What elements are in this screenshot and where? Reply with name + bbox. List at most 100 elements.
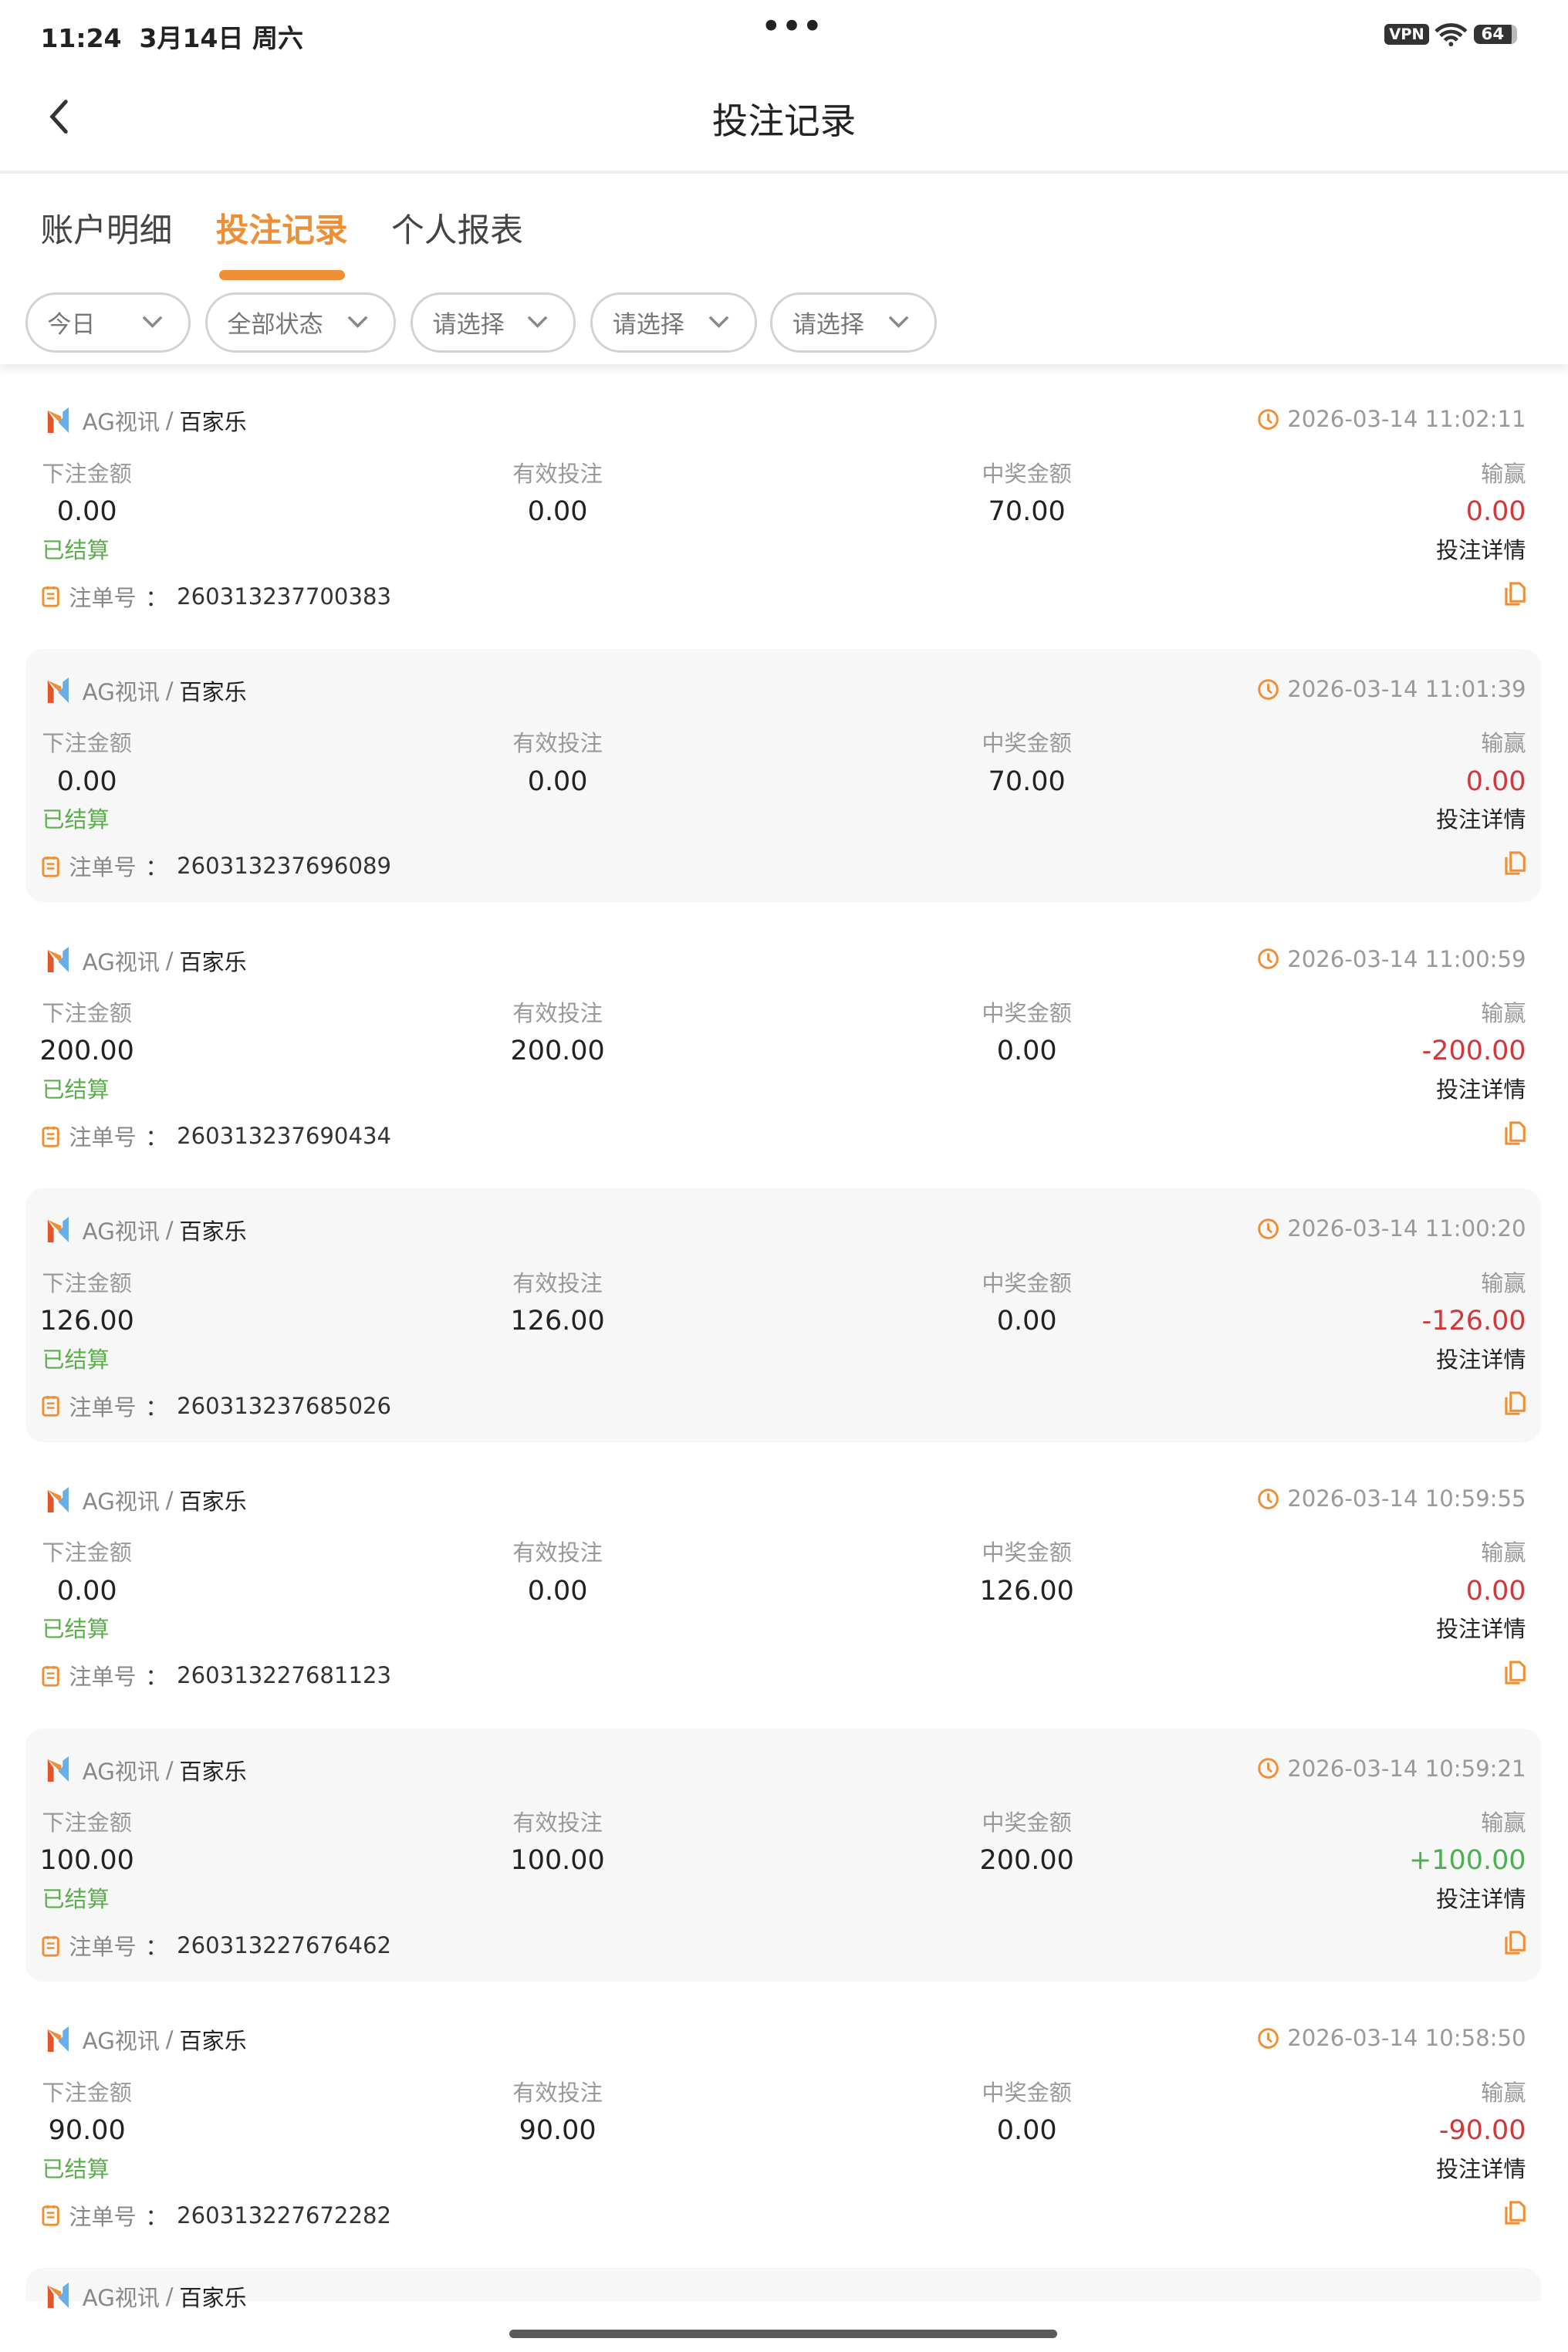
bet-detail-link[interactable]: 投注详情 bbox=[1436, 1885, 1526, 1912]
copy-order-button[interactable] bbox=[1505, 1121, 1526, 1151]
valid-bet-value: 200.00 bbox=[510, 1036, 605, 1067]
status-badge: 已结算 bbox=[42, 806, 110, 833]
game-name: 百家乐 bbox=[179, 1758, 247, 1785]
bet-record-card[interactable]: AG视讯 / 百家乐 2026-03-14 11:00:20 下注金额 有效投注 中奖金额 输… bbox=[25, 1188, 1541, 1442]
back-button[interactable] bbox=[45, 96, 84, 137]
valid-bet-label: 有效投注 bbox=[512, 460, 603, 487]
bet-record-card[interactable]: AG视讯 / 百家乐 bbox=[25, 2268, 1541, 2311]
active-tab-indicator bbox=[218, 269, 345, 281]
page-title: 投注记录 bbox=[711, 100, 857, 143]
provider-name: AG视讯 bbox=[82, 2028, 161, 2055]
bet-record-card[interactable]: AG视讯 / 百家乐 2026-03-14 11:02:11 下注金额 有效投注 中奖金额 输… bbox=[25, 379, 1541, 632]
order-sep: ： bbox=[145, 1394, 168, 1421]
provider-name: AG视讯 bbox=[82, 679, 161, 706]
order-number: 260313227672282 bbox=[177, 2202, 392, 2229]
payout-label: 中奖金额 bbox=[982, 1269, 1072, 1296]
bet-record-card[interactable]: AG视讯 / 百家乐 2026-03-14 11:00:59 下注金额 有效投注 中奖金额 输… bbox=[25, 919, 1541, 1172]
winloss-label: 输赢 bbox=[1481, 460, 1526, 487]
clock-icon bbox=[1258, 678, 1279, 700]
order-label: 注单号 bbox=[69, 1664, 137, 1691]
filter-bar: 今日 全部状态 请选择 请选择 请选择 bbox=[0, 280, 1568, 365]
battery-icon: 64 bbox=[1473, 25, 1517, 45]
separator: / bbox=[165, 407, 174, 434]
status-badge: 已结算 bbox=[42, 1076, 110, 1103]
valid-bet-value: 0.00 bbox=[527, 1575, 588, 1607]
copy-order-button[interactable] bbox=[1505, 2201, 1526, 2231]
tab-bet-records[interactable]: 投注记录 bbox=[215, 211, 348, 251]
filter-date[interactable]: 今日 bbox=[25, 292, 191, 353]
timestamp: 2026-03-14 11:01:39 bbox=[1287, 676, 1526, 703]
vpn-icon: VPN bbox=[1384, 24, 1429, 46]
filter-status[interactable]: 全部状态 bbox=[205, 292, 396, 353]
valid-bet-label: 有效投注 bbox=[512, 999, 603, 1026]
filter-select-2[interactable]: 请选择 bbox=[590, 292, 757, 353]
separator: / bbox=[165, 1217, 174, 1244]
copy-order-button[interactable] bbox=[1505, 851, 1526, 881]
more-dots-icon[interactable]: ••• bbox=[761, 8, 824, 44]
order-number-row: 注单号 ： 260313237685026 bbox=[42, 1390, 391, 1422]
payout-value: 200.00 bbox=[979, 1845, 1074, 1877]
record-header: AG视讯 / 百家乐 bbox=[43, 404, 247, 437]
copy-order-button[interactable] bbox=[1505, 1661, 1526, 1691]
chevron-down-icon bbox=[527, 316, 548, 329]
copy-order-button[interactable] bbox=[1505, 1931, 1526, 1961]
separator: / bbox=[165, 2026, 174, 2053]
order-number: 260313237690434 bbox=[177, 1123, 392, 1150]
timestamp: 2026-03-14 11:00:59 bbox=[1287, 945, 1526, 972]
order-sep: ： bbox=[145, 1664, 168, 1691]
order-label: 注单号 bbox=[69, 2203, 137, 2230]
bet-amount-value: 126.00 bbox=[39, 1305, 134, 1337]
bet-detail-link[interactable]: 投注详情 bbox=[1436, 1346, 1526, 1373]
record-header: AG视讯 / 百家乐 bbox=[43, 674, 247, 707]
bet-detail-link[interactable]: 投注详情 bbox=[1436, 1616, 1526, 1643]
provider-name: AG视讯 bbox=[82, 948, 161, 975]
clock-icon bbox=[1258, 948, 1279, 970]
filter-select-3[interactable]: 请选择 bbox=[770, 292, 938, 353]
order-label: 注单号 bbox=[69, 584, 137, 611]
bet-amount-value: 0.00 bbox=[56, 1575, 117, 1607]
copy-order-button[interactable] bbox=[1505, 582, 1526, 612]
payout-label: 中奖金额 bbox=[982, 1809, 1072, 1836]
status-badge: 已结算 bbox=[42, 1346, 110, 1373]
winloss-label: 输赢 bbox=[1481, 730, 1526, 757]
payout-value: 0.00 bbox=[996, 1305, 1057, 1337]
bet-record-card[interactable]: AG视讯 / 百家乐 2026-03-14 10:59:21 下注金额 有效投注 中奖金额 输… bbox=[25, 1728, 1541, 1982]
payout-label: 中奖金额 bbox=[982, 2079, 1072, 2106]
payout-value: 70.00 bbox=[988, 765, 1066, 797]
header-divider bbox=[0, 171, 1568, 174]
record-time: 2026-03-14 10:59:21 bbox=[1257, 1756, 1526, 1782]
bet-record-card[interactable]: AG视讯 / 百家乐 2026-03-14 10:58:50 下注金额 有效投注 中奖金额 输… bbox=[25, 1998, 1541, 2251]
provider-name: AG视讯 bbox=[82, 2284, 161, 2311]
payout-label: 中奖金额 bbox=[982, 1539, 1072, 1566]
valid-bet-label: 有效投注 bbox=[512, 1539, 603, 1566]
winloss-label: 输赢 bbox=[1481, 2079, 1526, 2106]
bet-detail-link[interactable]: 投注详情 bbox=[1436, 536, 1526, 563]
provider-logo-icon bbox=[48, 407, 69, 434]
clock-icon bbox=[1258, 1758, 1279, 1779]
copy-icon bbox=[1505, 1931, 1526, 1955]
order-number-row: 注单号 ： 260313227676462 bbox=[42, 1929, 391, 1962]
copy-order-button[interactable] bbox=[1505, 1391, 1526, 1421]
copy-icon bbox=[1505, 851, 1526, 876]
game-name: 百家乐 bbox=[179, 1218, 247, 1245]
filter-select-1[interactable]: 请选择 bbox=[411, 292, 576, 353]
bet-record-card[interactable]: AG视讯 / 百家乐 2026-03-14 10:59:55 下注金额 有效投注 中奖金额 输… bbox=[25, 1458, 1541, 1712]
valid-bet-value: 126.00 bbox=[510, 1305, 605, 1337]
record-time: 2026-03-14 10:58:50 bbox=[1257, 2025, 1526, 2051]
order-icon bbox=[42, 1396, 60, 1417]
separator: / bbox=[165, 1487, 174, 1514]
tab-account-details[interactable]: 账户明细 bbox=[40, 211, 173, 251]
system-icons: VPN 64 bbox=[1384, 22, 1517, 47]
payout-label: 中奖金额 bbox=[982, 460, 1072, 487]
status-badge: 已结算 bbox=[42, 1885, 110, 1912]
bet-record-card[interactable]: AG视讯 / 百家乐 2026-03-14 11:01:39 下注金额 有效投注 中奖金额 输… bbox=[25, 649, 1541, 903]
filter-select-1-label: 请选择 bbox=[432, 311, 505, 340]
game-name: 百家乐 bbox=[179, 409, 247, 436]
record-header: AG视讯 / 百家乐 bbox=[43, 1214, 247, 1246]
home-indicator[interactable] bbox=[509, 2329, 1057, 2339]
tab-personal-report[interactable]: 个人报表 bbox=[391, 211, 523, 251]
bet-detail-link[interactable]: 投注详情 bbox=[1436, 2155, 1526, 2182]
record-header: AG视讯 / 百家乐 bbox=[43, 2023, 247, 2056]
bet-detail-link[interactable]: 投注详情 bbox=[1436, 1076, 1526, 1103]
bet-detail-link[interactable]: 投注详情 bbox=[1436, 806, 1526, 833]
